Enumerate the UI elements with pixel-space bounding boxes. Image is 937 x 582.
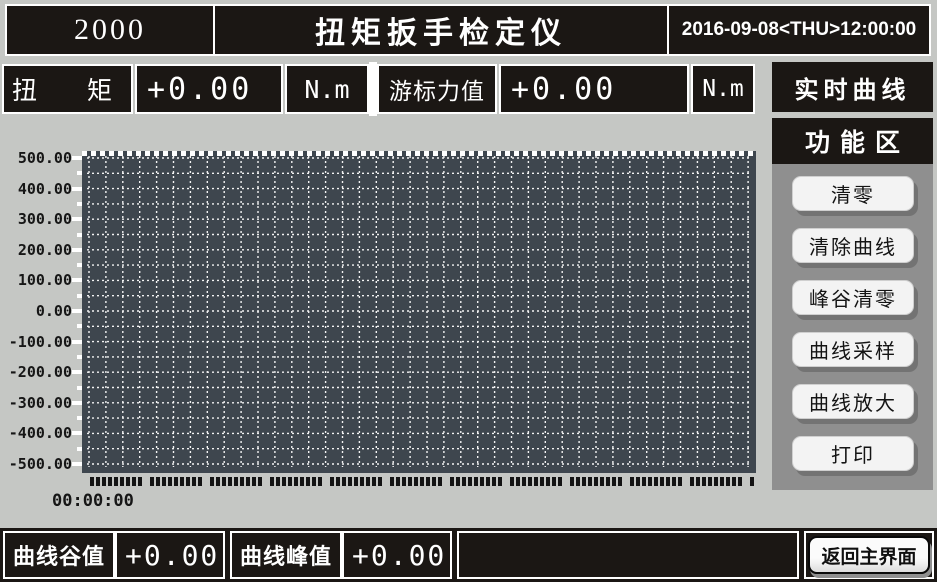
curve-peak-value-display: +0.00 bbox=[342, 531, 452, 579]
y-ruler-tick bbox=[77, 201, 82, 206]
y-ruler-tick bbox=[72, 186, 82, 191]
footer-divider bbox=[799, 531, 804, 579]
y-ruler-tick bbox=[77, 385, 82, 390]
y-tick-label: 200.00 bbox=[17, 240, 72, 259]
y-ruler-tick bbox=[77, 446, 82, 451]
y-ruler-tick bbox=[72, 462, 82, 466]
return-main-screen-button[interactable]: 返回主界面 bbox=[808, 536, 930, 574]
plot-grid bbox=[87, 156, 752, 467]
torque-value-display: +0.00 bbox=[135, 64, 283, 114]
y-tick-label: 100.00 bbox=[17, 271, 72, 290]
y-tick-label: -200.00 bbox=[8, 363, 72, 382]
y-ruler-tick bbox=[77, 416, 82, 421]
cursor-force-unit: N.m bbox=[691, 64, 755, 114]
x-axis-start-label: 00:00:00 bbox=[52, 491, 134, 511]
torque-label: 扭 矩 bbox=[2, 64, 133, 114]
y-axis-ruler-ticks bbox=[70, 151, 82, 473]
y-tick-label: -300.00 bbox=[8, 393, 72, 412]
clear-curve-button[interactable]: 清除曲线 bbox=[792, 228, 914, 263]
print-button[interactable]: 打印 bbox=[792, 436, 914, 471]
footer-bar: 曲线谷值 +0.00 曲线峰值 +0.00 返回主界面 bbox=[0, 528, 937, 582]
y-tick-label: -500.00 bbox=[8, 455, 72, 473]
readout-divider bbox=[369, 62, 377, 116]
y-ruler-tick bbox=[72, 247, 82, 252]
y-ruler-tick bbox=[77, 324, 82, 329]
y-ruler-tick bbox=[77, 171, 82, 176]
y-ruler-tick bbox=[72, 400, 82, 405]
x-axis-ruler-ticks bbox=[84, 477, 756, 486]
y-ruler-tick bbox=[72, 431, 82, 436]
y-tick-label: 0.00 bbox=[35, 302, 72, 320]
y-ruler-tick bbox=[77, 263, 82, 268]
zero-button[interactable]: 清零 bbox=[792, 176, 914, 211]
footer-empty-cell bbox=[457, 531, 799, 579]
y-ruler-tick bbox=[72, 370, 82, 375]
curve-valley-value-display: +0.00 bbox=[115, 531, 225, 579]
y-ruler-tick bbox=[72, 278, 82, 283]
curve-zoom-button[interactable]: 曲线放大 bbox=[792, 384, 914, 419]
realtime-curve-view-label: 实时曲线 bbox=[772, 62, 933, 112]
y-tick-label: 400.00 bbox=[17, 179, 72, 198]
y-tick-label: -400.00 bbox=[8, 424, 72, 443]
y-ruler-tick bbox=[72, 217, 82, 222]
datetime-display: 2016-09-08<THU>12:00:00 bbox=[667, 6, 929, 54]
peak-valley-zero-button[interactable]: 峰谷清零 bbox=[792, 280, 914, 315]
y-ruler-tick bbox=[77, 354, 82, 359]
y-ruler-tick bbox=[72, 309, 82, 313]
header-bar: 2000 扭矩扳手检定仪 2016-09-08<THU>12:00:00 bbox=[5, 4, 931, 56]
y-tick-label: 500.00 bbox=[17, 149, 72, 167]
y-ruler-tick bbox=[72, 156, 82, 160]
y-ruler-tick bbox=[72, 339, 82, 344]
model-number: 2000 bbox=[7, 6, 215, 54]
realtime-curve-plot bbox=[82, 151, 756, 473]
y-tick-label: 300.00 bbox=[17, 210, 72, 229]
curve-peak-label: 曲线峰值 bbox=[230, 531, 342, 579]
function-panel-title: 功能区 bbox=[772, 118, 933, 164]
function-panel: 功能区 清零清除曲线峰谷清零曲线采样曲线放大打印 bbox=[772, 118, 933, 490]
cursor-force-label: 游标力值 bbox=[377, 64, 497, 114]
y-axis-labels: 500.00 400.00 300.00 200.00 100.00 0.00 -100.0… bbox=[0, 149, 72, 481]
footer-right-cell: 返回主界面 bbox=[804, 531, 934, 579]
y-ruler-tick bbox=[77, 293, 82, 298]
curve-valley-label: 曲线谷值 bbox=[3, 531, 115, 579]
curve-sample-button[interactable]: 曲线采样 bbox=[792, 332, 914, 367]
cursor-force-value-display: +0.00 bbox=[499, 64, 689, 114]
torque-unit: N.m bbox=[285, 64, 369, 114]
footer-divider bbox=[452, 531, 457, 579]
page-title: 扭矩扳手检定仪 bbox=[315, 17, 567, 50]
y-tick-label: -100.00 bbox=[8, 332, 72, 351]
y-ruler-tick bbox=[77, 232, 82, 237]
footer-divider bbox=[225, 531, 230, 579]
